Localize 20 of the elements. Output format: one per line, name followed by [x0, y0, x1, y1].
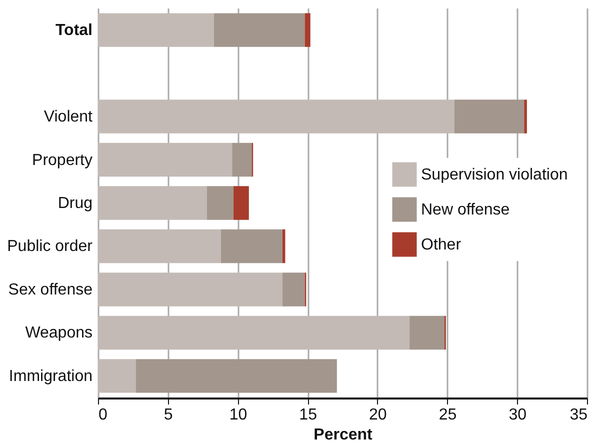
x-tick-label: 5 — [164, 406, 173, 424]
y-tick-label: Property — [32, 152, 92, 169]
x-tick-label: 15 — [299, 406, 318, 424]
legend-label: Supervision violation — [421, 166, 568, 184]
x-tick-label: 25 — [438, 406, 457, 424]
y-tick-label: Public order — [7, 238, 94, 256]
y-tick-label: Total — [55, 22, 92, 40]
y-tick-label: Sex offense — [8, 281, 93, 298]
x-tick-label: 0 — [98, 406, 108, 424]
legend-label: New offense — [421, 202, 510, 218]
x-axis-title: Percent — [314, 426, 374, 444]
x-tick-label: 35 — [570, 406, 588, 424]
x-tick-label: 30 — [508, 406, 527, 424]
x-tick-label: 20 — [369, 406, 387, 424]
y-tick-label: Immigration — [8, 368, 92, 385]
y-tick-label: Weapons — [25, 324, 92, 342]
x-tick-label: 10 — [229, 406, 248, 424]
legend-label: Other — [421, 236, 462, 254]
y-tick-label: Drug — [58, 195, 92, 212]
y-tick-label: Violent — [44, 108, 94, 126]
